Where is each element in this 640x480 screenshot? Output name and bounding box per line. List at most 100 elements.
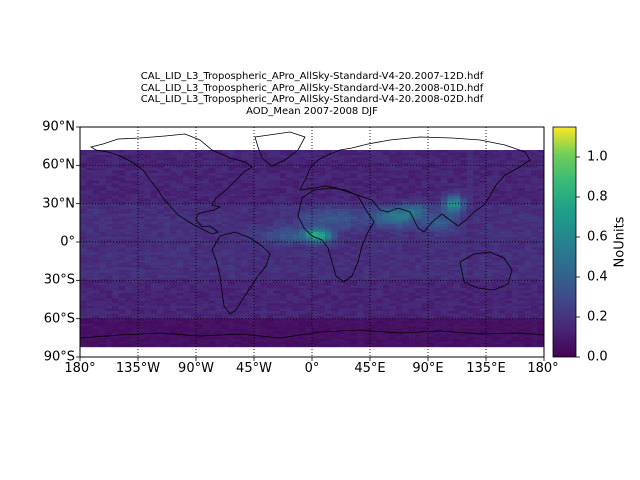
heatmap-cell: [170, 170, 178, 174]
heatmap-cell: [428, 275, 435, 279]
heatmap-cell: [125, 165, 132, 169]
heatmap-cell: [273, 262, 281, 266]
heatmap-cell: [434, 290, 442, 294]
heatmap-cell: [215, 203, 223, 207]
heatmap-cell: [395, 221, 403, 225]
heatmap-cell: [202, 165, 210, 169]
heatmap-cell: [80, 244, 87, 248]
heatmap-cell: [344, 262, 352, 266]
heatmap-cell: [408, 267, 416, 271]
heatmap-cell: [86, 318, 94, 322]
heatmap-cell: [324, 162, 332, 166]
heatmap-cell: [112, 305, 120, 309]
heatmap-cell: [350, 226, 358, 230]
heatmap-cell: [118, 167, 126, 171]
heatmap-cell: [434, 208, 442, 212]
heatmap-cell: [208, 262, 216, 266]
heatmap-cell: [318, 295, 326, 299]
heatmap-cell: [196, 275, 203, 279]
heatmap-cell: [331, 282, 339, 286]
heatmap-cell: [131, 185, 139, 189]
heatmap-cell: [80, 282, 87, 286]
heatmap-cell: [260, 270, 268, 274]
heatmap-cell: [318, 267, 326, 271]
heatmap-cell: [228, 229, 236, 233]
heatmap-cell: [486, 305, 493, 309]
heatmap-cell: [389, 254, 397, 258]
heatmap-cell: [518, 190, 526, 194]
heatmap-cell: [196, 236, 203, 240]
heatmap-cell: [460, 224, 468, 228]
heatmap-cell: [531, 224, 538, 228]
heatmap-cell: [408, 203, 416, 207]
heatmap-cell: [176, 326, 184, 330]
heatmap-cell: [453, 293, 461, 297]
heatmap-cell: [254, 316, 261, 320]
heatmap-cell: [144, 257, 152, 261]
heatmap-cell: [492, 208, 500, 212]
heatmap-cell: [260, 180, 268, 184]
heatmap-cell: [518, 305, 526, 309]
heatmap-cell: [163, 178, 171, 182]
heatmap-cell: [163, 216, 171, 220]
heatmap-cell: [234, 173, 242, 176]
heatmap-cell: [144, 298, 152, 302]
heatmap-cell: [99, 193, 107, 197]
heatmap-cell: [511, 160, 519, 164]
heatmap-cell: [428, 249, 435, 253]
heatmap-cell: [428, 178, 435, 182]
heatmap-cell: [434, 152, 442, 156]
heatmap-cell: [208, 213, 216, 217]
heatmap-cell: [357, 183, 364, 187]
heatmap-cell: [318, 198, 326, 202]
heatmap-cell: [234, 242, 242, 245]
heatmap-cell: [215, 170, 223, 174]
heatmap-cell: [479, 178, 487, 182]
heatmap-cell: [260, 229, 268, 233]
heatmap-cell: [395, 311, 403, 314]
heatmap-cell: [350, 160, 358, 164]
heatmap-cell: [247, 150, 255, 153]
heatmap-cell: [170, 262, 178, 266]
heatmap-cell: [350, 185, 358, 189]
heatmap-cell: [118, 234, 126, 238]
heatmap-cell: [266, 229, 274, 233]
heatmap-cell: [299, 234, 306, 238]
heatmap-cell: [150, 318, 158, 322]
heatmap-cell: [279, 157, 287, 161]
title-line-1: CAL_LID_L3_Tropospheric_APro_AllSky-Stan…: [140, 71, 484, 82]
heatmap-cell: [273, 293, 281, 297]
heatmap-cell: [421, 216, 429, 220]
heatmap-cell: [337, 270, 345, 274]
heatmap-cell: [453, 221, 461, 225]
heatmap-cell: [189, 311, 197, 314]
heatmap-cell: [247, 201, 255, 205]
heatmap-cell: [505, 236, 513, 240]
heatmap-cell: [125, 167, 132, 171]
heatmap-cell: [479, 288, 487, 291]
heatmap-cell: [466, 211, 474, 215]
heatmap-cell: [215, 277, 223, 281]
heatmap-cell: [363, 295, 371, 299]
heatmap-cell: [324, 160, 332, 164]
heatmap-cell: [434, 178, 442, 182]
heatmap-cell: [260, 224, 268, 228]
heatmap-cell: [331, 259, 339, 263]
heatmap-cell: [505, 247, 513, 251]
heatmap-cell: [395, 321, 403, 325]
heatmap-cell: [202, 305, 210, 309]
heatmap-cell: [221, 221, 229, 225]
heatmap-cell: [150, 285, 158, 289]
heatmap-cell: [473, 185, 480, 189]
heatmap-cell: [402, 323, 410, 327]
heatmap-cell: [292, 231, 300, 235]
heatmap-cell: [105, 231, 113, 235]
heatmap-cell: [376, 272, 384, 276]
heatmap-cell: [331, 206, 339, 210]
heatmap-cell: [99, 282, 107, 286]
heatmap-cell: [170, 236, 178, 240]
heatmap-cell: [266, 185, 274, 189]
heatmap-cell: [421, 162, 429, 166]
heatmap-cell: [196, 244, 203, 248]
heatmap-cell: [440, 165, 448, 169]
